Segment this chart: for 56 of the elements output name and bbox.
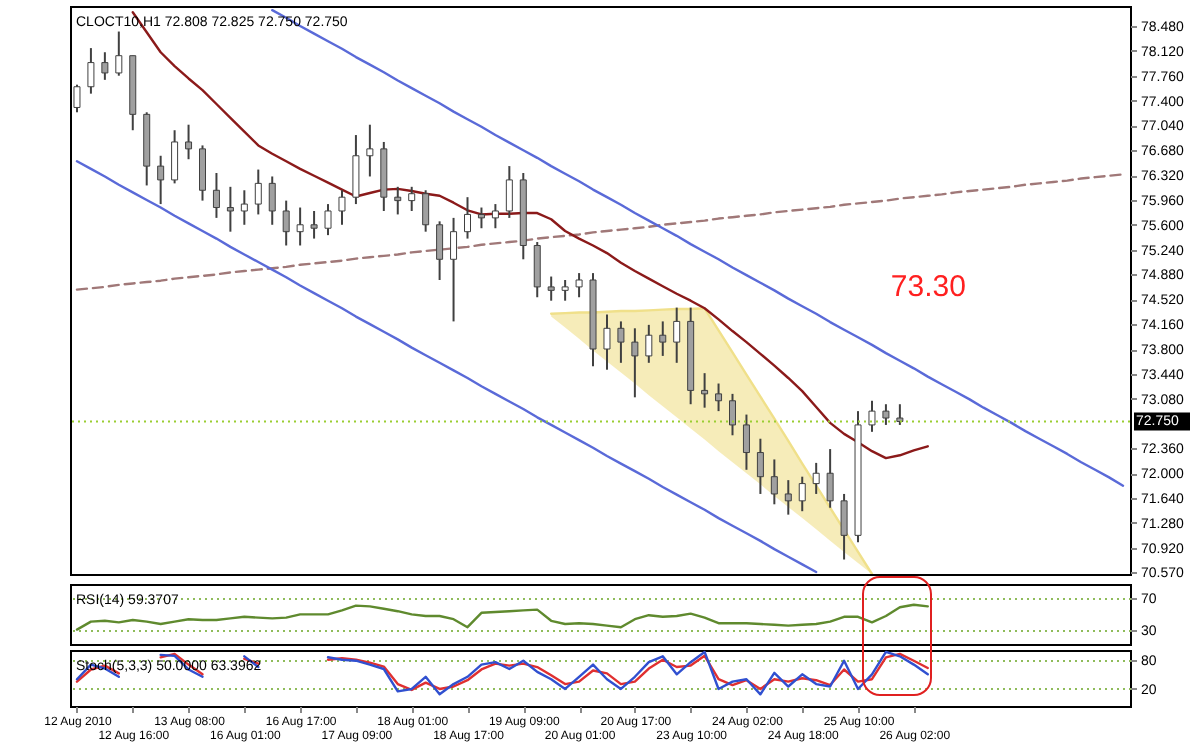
candlestick [352,134,360,206]
candlestick [505,165,513,219]
candlestick [547,275,555,302]
candlestick [673,306,681,364]
candlestick [464,196,471,240]
candlestick [812,461,820,495]
candlestick [185,123,193,161]
candlestick [450,216,458,323]
candlestick [408,185,416,212]
candlestick [324,203,332,237]
candlestick [310,209,318,240]
candlestick [645,323,653,364]
candlestick [73,83,81,114]
candlestick [282,199,290,247]
candlestick [561,278,569,302]
candlestick [729,392,736,437]
candlestick [715,382,723,413]
candlestick [770,458,778,506]
candlestick [212,172,220,219]
candlestick [226,185,234,233]
annotation: 73.30 [890,270,966,305]
candlestick [199,144,206,202]
candlestick [631,327,639,399]
candlestick [533,241,541,299]
candlestick [115,30,123,77]
candlestick [436,220,444,281]
candlestick [575,272,583,299]
candlestick [422,189,430,233]
candlestick [491,203,499,230]
candlestick [659,320,667,357]
candlestick [477,206,485,230]
candlestick [240,189,248,226]
line-series [75,160,818,574]
candlestick [868,399,876,433]
candlestick [756,437,764,495]
candlestick [840,492,848,561]
line-series [75,603,929,631]
candlestick [268,175,276,226]
candlestick [742,413,750,471]
candlestick [338,189,346,226]
candlestick [896,403,904,426]
candlestick [603,313,611,371]
candlestick [87,47,95,95]
candlestick [784,479,792,516]
candlestick [882,403,890,426]
candlestick [701,372,709,409]
candlestick [157,154,165,206]
candlestick [366,123,374,178]
candlestick [798,475,806,513]
candlestick [296,206,304,247]
candlestick [394,185,402,216]
candlestick [826,448,834,509]
candlestick [617,320,625,364]
candlestick [101,51,109,81]
candlestick [254,168,262,216]
candlestick [171,129,179,185]
